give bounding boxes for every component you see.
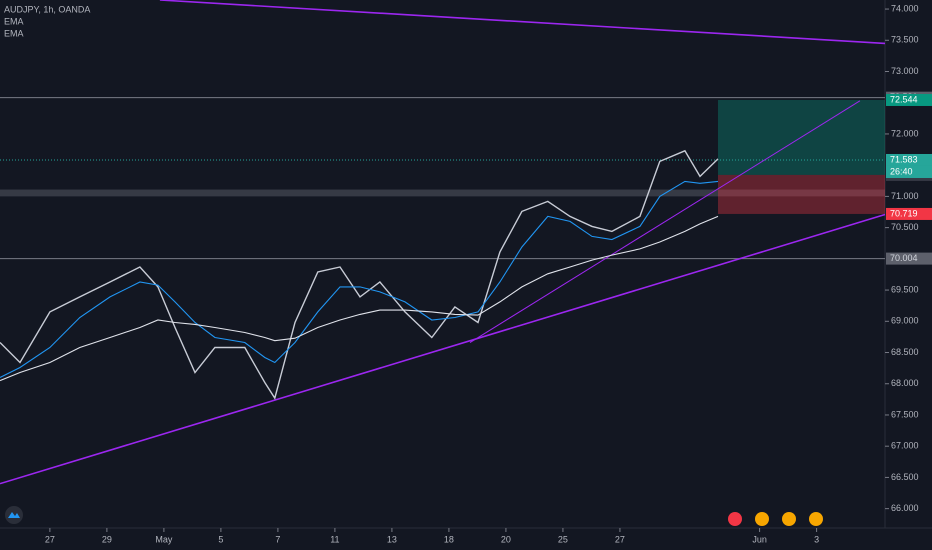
y-tick-label: 70.500 — [891, 222, 919, 232]
y-tick-label: 69.500 — [891, 284, 919, 294]
price-label: 71.583 — [890, 154, 918, 164]
trendline — [159, 0, 886, 45]
price-label-box — [886, 93, 932, 106]
chart-title: AUDJPY, 1h, OANDA — [4, 4, 90, 14]
x-tick-label: 11 — [330, 534, 339, 544]
stop-zone — [717, 174, 885, 214]
x-tick-label: 27 — [615, 534, 625, 544]
trendline — [469, 100, 861, 343]
zone — [0, 189, 885, 197]
price-label-box — [886, 153, 932, 166]
price-label-box — [886, 252, 932, 265]
event-icon[interactable] — [782, 512, 796, 526]
legend-entry: EMA — [4, 28, 24, 38]
price-label: 70.004 — [890, 253, 918, 263]
y-tick-label: 68.000 — [891, 378, 919, 388]
x-tick-label: May — [155, 534, 173, 544]
x-tick-label: Jun — [752, 534, 767, 544]
series-line — [0, 149, 719, 400]
event-icon[interactable] — [755, 512, 769, 526]
price-label-box — [886, 207, 932, 220]
countdown-box — [886, 165, 932, 178]
x-tick-label: 3 — [814, 534, 819, 544]
y-tick-label: 66.500 — [891, 472, 919, 482]
y-tick-label: 72.000 — [891, 128, 919, 138]
event-icon[interactable] — [809, 512, 823, 526]
x-tick-label: 18 — [444, 534, 454, 544]
x-tick-label: 7 — [275, 534, 280, 544]
y-tick-label: 67.500 — [891, 409, 919, 419]
x-tick-label: 29 — [102, 534, 112, 544]
y-tick-label: 69.000 — [891, 316, 919, 326]
trendline — [0, 213, 886, 485]
x-tick-label: 20 — [501, 534, 511, 544]
price-label: 70.719 — [890, 208, 918, 218]
x-tick-label: 27 — [45, 534, 55, 544]
legend-entry: EMA — [4, 16, 24, 26]
y-tick-label: 66.000 — [891, 503, 919, 513]
y-tick-label: 74.000 — [891, 3, 919, 13]
y-tick-label: 68.500 — [891, 347, 919, 357]
price-label: 72.544 — [890, 94, 918, 104]
y-tick-label: 71.000 — [891, 191, 919, 201]
logo-icon — [8, 512, 20, 518]
series-line — [0, 215, 719, 382]
y-tick-label: 73.000 — [891, 66, 919, 76]
countdown: 26:40 — [890, 166, 913, 176]
series-line — [0, 180, 719, 378]
y-tick-label: 73.500 — [891, 35, 919, 45]
x-tick-label: 25 — [558, 534, 568, 544]
x-tick-label: 5 — [218, 534, 223, 544]
x-tick-label: 13 — [387, 534, 397, 544]
y-tick-label: 67.000 — [891, 441, 919, 451]
event-icon[interactable] — [728, 512, 742, 526]
